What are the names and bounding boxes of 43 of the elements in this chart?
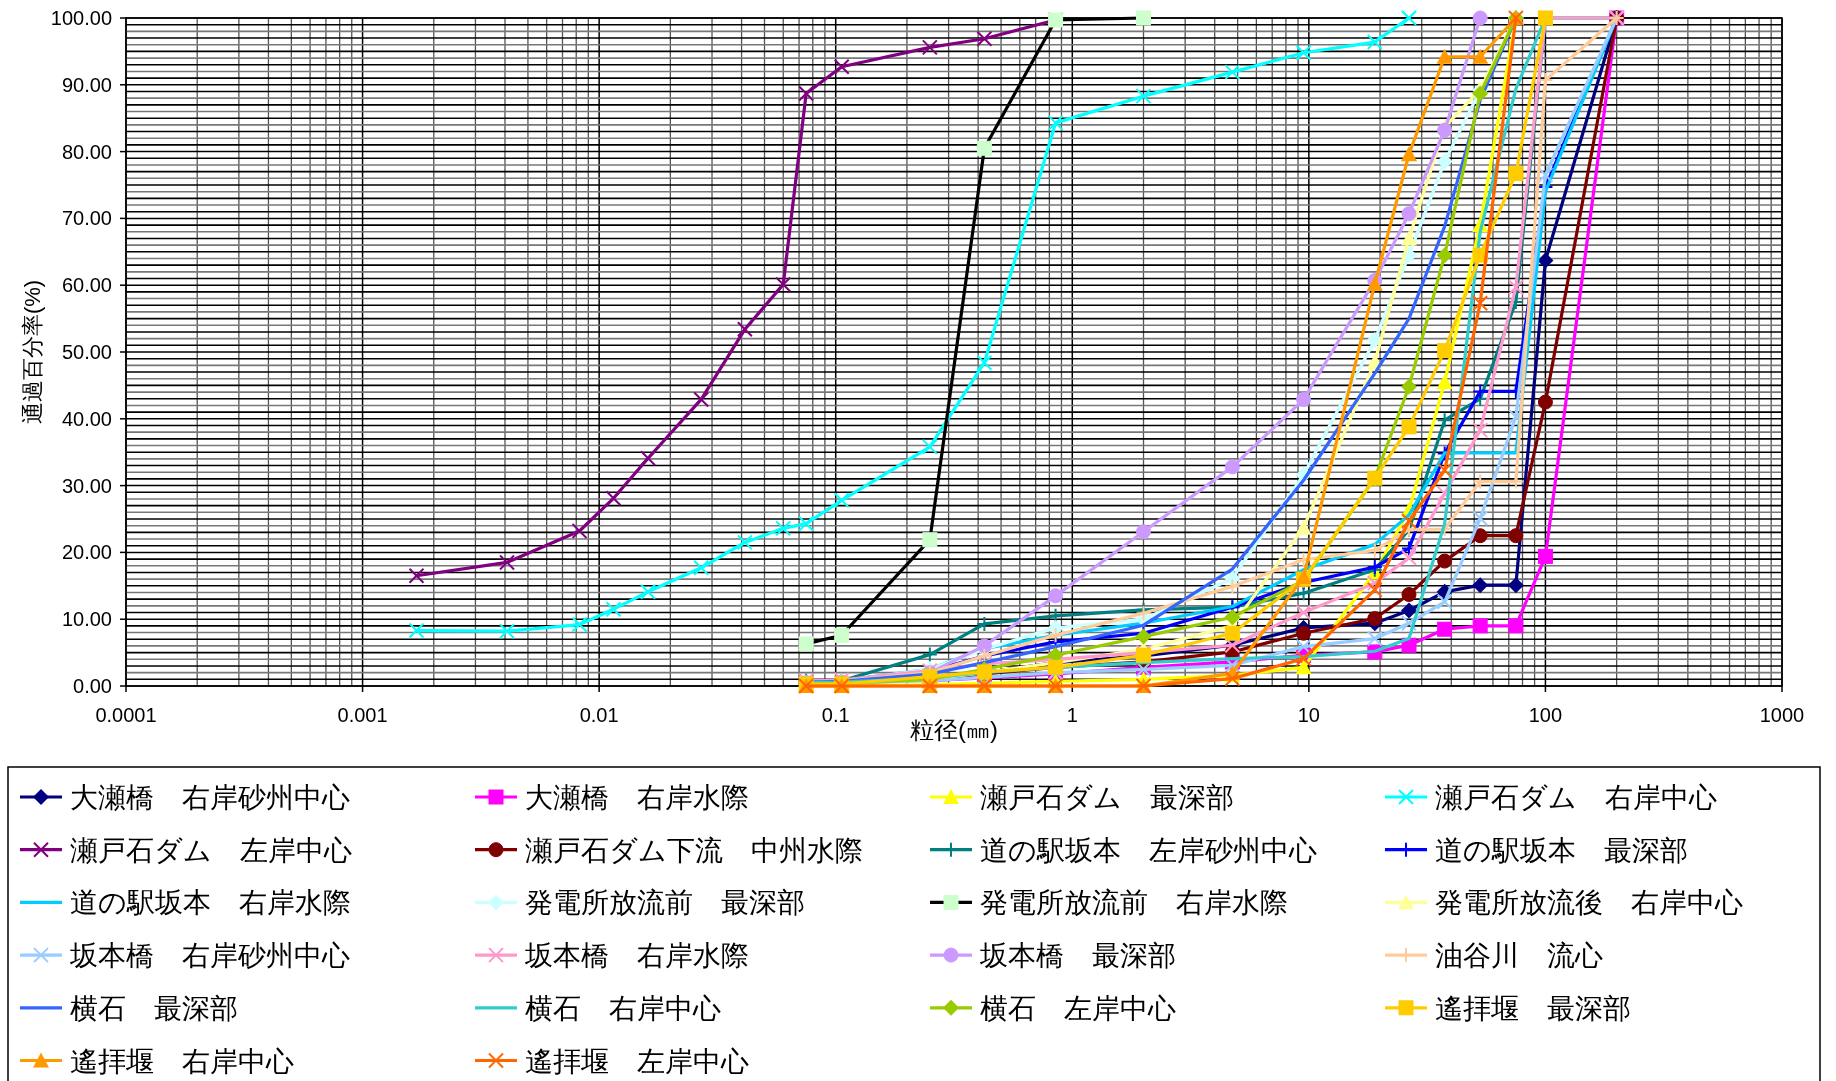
- legend-label: 横石 最深部: [70, 992, 238, 1024]
- y-axis-title: 通過百分率(%): [20, 279, 45, 425]
- y-tick-label: 20.00: [61, 541, 112, 564]
- y-tick-label: 80.00: [61, 140, 112, 163]
- legend-label: 横石 左岸中心: [980, 992, 1176, 1024]
- legend-label: 坂本橋 右岸水際: [524, 940, 749, 972]
- legend-label: 油谷川 流心: [1435, 940, 1603, 972]
- y-tick-label: 100.00: [50, 7, 112, 29]
- x-tick-label: 0.001: [337, 704, 388, 726]
- y-tick-label: 50.00: [61, 341, 112, 363]
- legend-label: 坂本橋 右岸砂州中心: [69, 940, 350, 972]
- legend-label: 発電所放流後 右岸中心: [1435, 887, 1743, 919]
- x-tick-label: 1000: [1759, 704, 1805, 726]
- y-tick-label: 90.00: [61, 73, 112, 96]
- x-tick-label: 0.0001: [95, 704, 157, 726]
- x-tick-label: 0.1: [821, 704, 850, 726]
- legend-label: 発電所放流前 最深部: [525, 887, 805, 919]
- legend-label: 遙拝堰 左岸中心: [525, 1045, 749, 1077]
- legend-label: 瀬戸石ダム下流 中州水際: [525, 834, 863, 866]
- legend-label: 瀬戸石ダム 左岸中心: [70, 834, 352, 866]
- legend-label: 道の駅坂本 右岸水際: [70, 887, 351, 919]
- legend-label: 発電所放流前 右岸水際: [980, 887, 1288, 919]
- y-tick-label: 60.00: [61, 274, 112, 297]
- y-tick-label: 10.00: [61, 608, 112, 631]
- legend-label: 遙拝堰 最深部: [1435, 992, 1631, 1024]
- legend-label: 道の駅坂本 最深部: [1435, 834, 1688, 866]
- legend-label: 瀬戸石ダム 最深部: [980, 782, 1234, 813]
- x-tick-label: 100: [1528, 704, 1563, 726]
- legend-label: 大瀬橋 右岸砂州中心: [70, 782, 350, 813]
- y-tick-label: 70.00: [61, 207, 112, 230]
- x-tick-label: 0.01: [579, 704, 619, 726]
- legend-label: 坂本橋 最深部: [979, 940, 1176, 972]
- legend-label: 道の駅坂本 左岸砂州中心: [980, 834, 1317, 866]
- y-tick-label: 40.00: [61, 407, 112, 430]
- legend-label: 遙拝堰 右岸中心: [70, 1045, 294, 1077]
- x-tick-label: 10: [1297, 704, 1320, 726]
- legend-label: 瀬戸石ダム 右岸中心: [1435, 782, 1717, 813]
- legend-label: 大瀬橋 右岸水際: [525, 782, 749, 813]
- x-tick-label: 1: [1066, 704, 1078, 726]
- x-axis-title: 粒径(㎜): [910, 716, 998, 743]
- y-tick-label: 0.00: [73, 675, 112, 697]
- legend-label: 横石 右岸中心: [525, 992, 721, 1024]
- y-tick-label: 30.00: [61, 474, 112, 497]
